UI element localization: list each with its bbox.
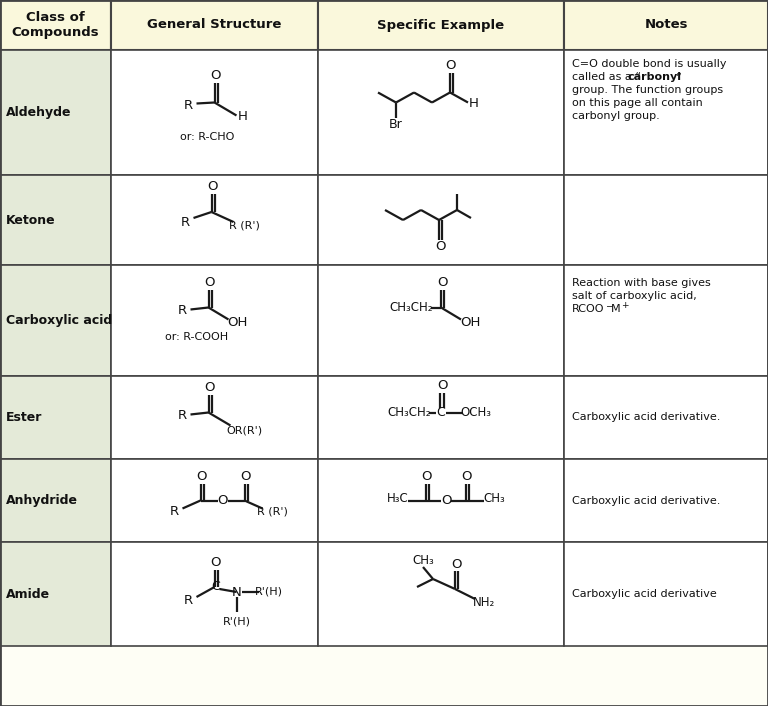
Text: RCOO: RCOO [572,304,604,314]
Text: O: O [445,59,456,72]
Text: O: O [437,379,447,392]
Text: R: R [184,99,193,112]
Text: CH₃CH₂: CH₃CH₂ [389,301,432,314]
Bar [318,265,564,376]
Bar [564,50,768,175]
Text: O: O [422,470,432,483]
Text: H: H [469,97,479,110]
Text: R: R [170,505,179,518]
Bar [564,459,768,542]
Text: CH₃: CH₃ [483,492,505,505]
Bar [0,265,111,376]
Text: Amide: Amide [6,587,50,601]
Text: Class of
Compounds: Class of Compounds [12,11,99,39]
Bar [111,175,318,265]
Text: O: O [435,241,445,253]
Text: O: O [451,558,462,570]
Text: C: C [437,406,445,419]
Text: R'(H): R'(H) [223,616,250,626]
Text: carbonyl group.: carbonyl group. [572,111,660,121]
Text: O: O [207,181,218,193]
Bar [111,0,318,50]
Text: OCH₃: OCH₃ [461,406,492,419]
Text: O: O [462,470,472,483]
Text: salt of carboxylic acid,: salt of carboxylic acid, [572,291,697,301]
Text: Ketone: Ketone [6,213,55,227]
Text: O: O [210,556,220,570]
Bar [111,542,318,646]
Text: NH₂: NH₂ [473,595,495,609]
Bar [318,459,564,542]
Text: on this page all contain: on this page all contain [572,98,703,108]
Text: O: O [437,276,447,289]
Text: H₃C: H₃C [387,492,409,505]
Text: Specific Example: Specific Example [377,18,505,32]
Text: Carboxylic acid: Carboxylic acid [6,314,112,327]
Text: OR(R'): OR(R') [227,426,263,436]
Text: R (R'): R (R') [257,506,288,517]
Text: O: O [204,381,215,394]
Text: Ester: Ester [6,411,42,424]
Bar [318,0,564,50]
Text: carbonyl: carbonyl [628,72,682,82]
Bar [318,175,564,265]
Text: R: R [181,215,190,229]
Text: OH: OH [227,316,248,329]
Bar [318,542,564,646]
Bar [564,0,768,50]
Text: O: O [197,470,207,483]
Text: General Structure: General Structure [147,18,282,32]
Text: R: R [184,594,193,606]
Bar [564,265,768,376]
Text: O: O [441,494,452,507]
Text: Aldehyde: Aldehyde [6,106,71,119]
Text: M: M [611,304,621,314]
Bar [318,50,564,175]
Text: or: R-CHO: or: R-CHO [180,133,235,143]
Text: −: − [605,301,613,311]
Text: R'(H): R'(H) [254,587,283,597]
Bar [564,376,768,459]
Text: OH: OH [460,316,480,329]
Text: C=O double bond is usually: C=O double bond is usually [572,59,727,69]
Text: group. The function groups: group. The function groups [572,85,723,95]
Text: O: O [210,69,220,82]
Text: Br: Br [389,118,403,131]
Bar [0,50,111,175]
Text: +: + [621,301,628,311]
Text: called as a “: called as a “ [572,72,641,82]
Text: O: O [240,470,250,483]
Bar [0,542,111,646]
Bar [111,376,318,459]
Text: R: R [178,304,187,317]
Text: or: R-COOH: or: R-COOH [165,333,228,342]
Text: Notes: Notes [644,18,688,32]
Text: O: O [217,494,228,507]
Bar [564,542,768,646]
Text: H: H [237,110,247,123]
Bar [0,376,111,459]
Text: N: N [232,585,241,599]
Text: CH₃CH₂: CH₃CH₂ [387,406,431,419]
Bar [564,175,768,265]
Bar [318,376,564,459]
Text: Anhydride: Anhydride [6,494,78,507]
Text: CH₃: CH₃ [412,554,434,568]
Bar [111,459,318,542]
Text: ”: ” [675,72,680,82]
Text: O: O [204,276,215,289]
Text: Carboxylic acid derivative.: Carboxylic acid derivative. [572,496,720,505]
Bar [111,50,318,175]
Text: Reaction with base gives: Reaction with base gives [572,278,710,288]
Bar [0,0,111,50]
Text: Carboxylic acid derivative.: Carboxylic acid derivative. [572,412,720,422]
Text: R (R'): R (R') [229,220,260,230]
Text: Carboxylic acid derivative: Carboxylic acid derivative [572,589,717,599]
Text: C: C [211,580,220,594]
Bar [0,459,111,542]
Bar [111,265,318,376]
Text: R: R [178,409,187,422]
Bar [0,175,111,265]
